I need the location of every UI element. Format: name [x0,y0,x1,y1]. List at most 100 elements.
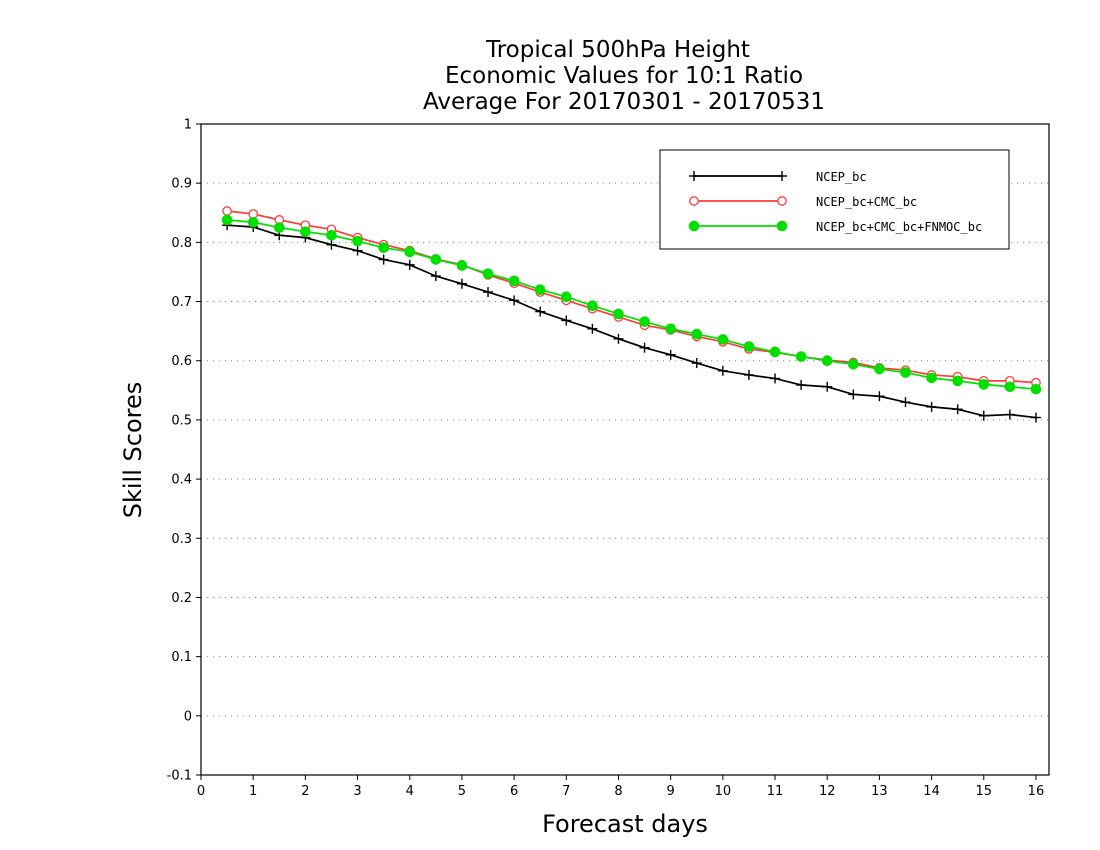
data-point [796,379,807,390]
x-tick-label: 2 [301,784,309,799]
data-point [639,342,650,353]
data-point [717,334,729,345]
data-point [456,278,467,289]
data-point [978,379,990,390]
data-point [874,391,885,402]
data-point [326,239,337,250]
plot-frame [200,123,1050,776]
x-tick-label: 5 [458,784,466,799]
data-point [900,367,911,378]
chart-title: Tropical 500hPa Height Economic Values f… [423,37,825,115]
legend-label-ncep-cmc: NCEP_bc+CMC_bc [816,195,917,209]
data-point [482,268,494,280]
y-tick-label: 0.2 [171,591,192,606]
data-point [273,222,285,233]
data-point [926,372,937,384]
data-point [691,328,703,340]
data-point [978,410,989,421]
legend: NCEP_bc NCEP_bc+CMC_bc NCEP_bc+CMC_bc+FN… [659,149,1010,250]
data-point [456,260,468,271]
title-line-3: Average For 20170301 - 20170531 [423,89,825,115]
data-point [743,369,754,380]
legend-marker [689,196,699,206]
series-2 [221,214,1042,395]
legend-entry-2 [688,220,788,232]
data-point [952,404,963,415]
y-tick-label: 0.8 [171,236,192,251]
x-tick-label: 8 [614,784,622,799]
y-tick-label: 0.3 [171,532,192,547]
y-tick-label: 1 [184,118,192,133]
x-tick-label: 7 [562,784,570,799]
y-tick-label: 0.1 [171,650,192,665]
legend-entry-1 [689,196,787,206]
y-tick-label: 0.9 [171,177,192,192]
x-tick-label: 15 [975,784,992,799]
x-tick-label: 16 [1028,784,1045,799]
data-point [613,333,624,344]
data-point [587,323,598,334]
legend-marker [776,220,788,232]
y-tick-label: 0.5 [171,413,192,428]
data-point [1030,412,1041,423]
y-axis-title: Skill Scores [119,382,147,519]
data-point [247,216,259,228]
legend-marker [777,196,787,206]
title-line-1: Tropical 500hPa Height [485,37,750,63]
data-point [508,275,520,287]
data-point [404,259,415,270]
x-tick-label: 10 [715,784,732,799]
data-point [222,206,232,216]
data-point [822,381,833,392]
data-point [587,300,598,311]
x-axis-title: Forecast days [542,810,708,838]
data-point [691,358,702,369]
data-point [248,209,259,219]
data-point [1004,381,1016,393]
y-tick-label: 0.6 [171,354,192,369]
data-point [769,346,781,358]
data-point [613,308,624,320]
data-point [770,373,781,384]
data-point [221,214,233,226]
series-layer [221,206,1042,423]
data-point [717,365,728,376]
data-point [639,316,650,327]
data-point [821,355,833,367]
data-point [326,229,337,241]
title-line-2: Economic Values for 10:1 Ratio [445,63,803,89]
x-tick-label: 12 [819,784,836,799]
data-point [560,291,572,303]
data-point [561,315,572,326]
data-point [430,271,441,282]
x-tick-label: 9 [667,784,675,799]
x-tick-label: 11 [767,784,784,799]
y-tick-label: -0.1 [167,769,192,784]
legend-label-ncep-bc: NCEP_bc [816,170,867,184]
data-point [300,226,311,238]
x-tick-label: 6 [510,784,518,799]
legend-label-ncep-cmc-fnmoc: NCEP_bc+CMC_bc+FNMOC_bc [816,220,982,234]
y-tick-label: 0 [184,709,192,724]
data-point [848,389,859,400]
data-point [848,358,859,370]
y-tick-label: 0.7 [171,295,192,310]
data-point [535,306,546,317]
x-tick-label: 1 [249,784,257,799]
series-line [227,224,1037,419]
x-tick-label: 13 [871,784,888,799]
legend-marker [688,220,700,232]
axes: -0.100.10.20.30.40.50.60.70.80.910 1 2 3 4 5 6… [167,118,1045,800]
data-point [378,242,389,253]
x-tick-label: 3 [353,784,361,799]
legend-entries [688,171,788,232]
data-point [874,363,885,375]
data-point [1004,409,1015,420]
legend-marker [689,171,699,181]
data-point [378,254,389,265]
data-point [743,341,755,352]
data-point [483,287,494,298]
data-point [665,349,676,360]
